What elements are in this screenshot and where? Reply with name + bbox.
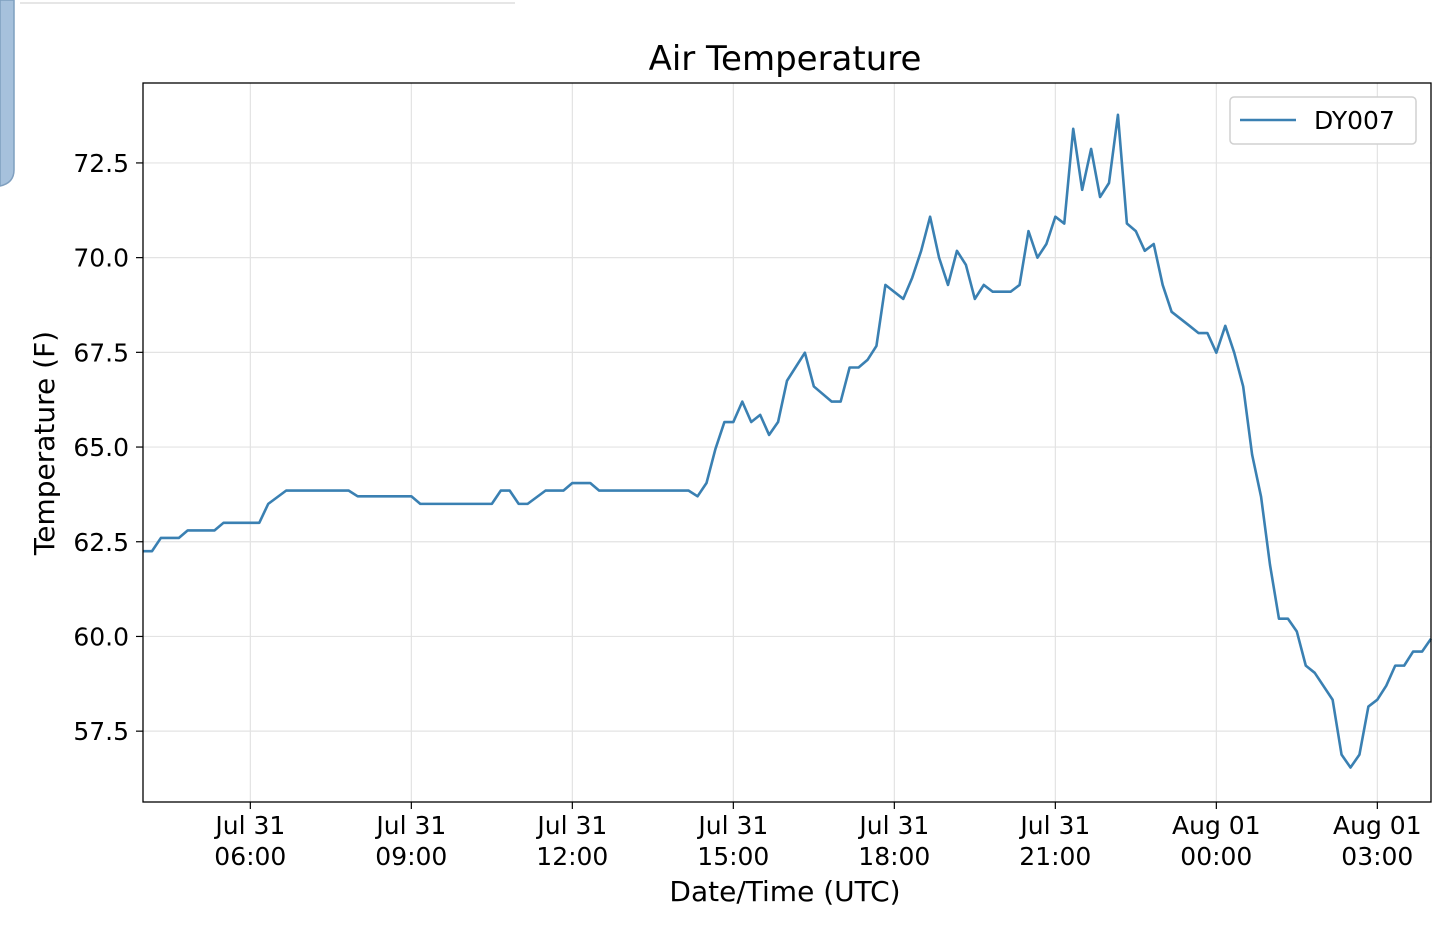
x-tick-label: Aug 01 [1172, 811, 1261, 840]
y-tick-label: 72.5 [73, 149, 129, 178]
x-tick-label: 06:00 [214, 842, 286, 871]
x-tick-label: 18:00 [858, 842, 930, 871]
x-tick-label: Jul 31 [374, 811, 446, 840]
x-tick-label: Jul 31 [1018, 811, 1090, 840]
ui-tab [0, 0, 15, 187]
x-tick-label: Jul 31 [213, 811, 285, 840]
y-tick-label: 67.5 [73, 338, 129, 367]
x-tick-label: Jul 31 [535, 811, 607, 840]
x-tick-label: 00:00 [1180, 842, 1252, 871]
y-tick-label: 60.0 [73, 622, 129, 651]
x-tick-label: 21:00 [1019, 842, 1091, 871]
legend-box [1229, 96, 1417, 145]
x-tick-label: 03:00 [1341, 842, 1413, 871]
x-tick-label: 09:00 [375, 842, 447, 871]
y-tick-label: 62.5 [73, 528, 129, 557]
y-tick-label: 57.5 [73, 717, 129, 746]
plot-frame [142, 82, 1432, 803]
grid [143, 83, 1431, 802]
legend: DY007 [1229, 96, 1417, 145]
y-tick-label: 65.0 [73, 433, 129, 462]
y-tick-label: 70.0 [73, 244, 129, 273]
chart-title: Air Temperature [649, 39, 922, 79]
data-line [143, 113, 1433, 769]
legend-label: DY007 [1314, 106, 1395, 135]
y-axis-label: Temperature (F) [28, 331, 61, 556]
x-tick-label: 15:00 [697, 842, 769, 871]
x-tick-label: 12:00 [536, 842, 608, 871]
x-tick-label: Jul 31 [696, 811, 768, 840]
x-axis-label: Date/Time (UTC) [669, 875, 900, 908]
x-tick-label: Aug 01 [1333, 811, 1422, 840]
x-tick-label: Jul 31 [857, 811, 929, 840]
plot [143, 113, 1433, 769]
